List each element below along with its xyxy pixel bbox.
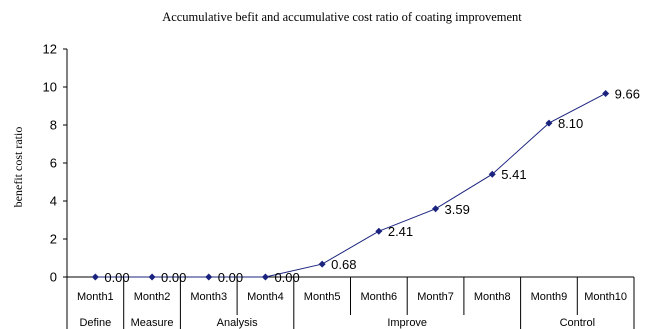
- y-tick-label: 10: [43, 80, 57, 95]
- x-category-label: Month10: [584, 291, 627, 303]
- x-category-label: Month7: [417, 291, 454, 303]
- y-tick-label: 8: [50, 118, 57, 133]
- data-label: 3.59: [445, 202, 470, 217]
- data-label: 0.00: [274, 270, 299, 285]
- data-label: 8.10: [558, 116, 583, 131]
- phase-label: Measure: [131, 317, 174, 329]
- y-tick-label: 2: [50, 232, 57, 247]
- data-label: 0.00: [218, 270, 243, 285]
- series-line: [95, 93, 606, 278]
- phase-label: Improve: [387, 317, 427, 329]
- x-category-label: Month8: [474, 291, 511, 303]
- x-category-label: Month2: [134, 291, 171, 303]
- data-labels: 0.00 0.00 0.00 0.00 0.68 2.41 3.59 5.41 8.10 9.66: [104, 86, 640, 285]
- x-category-label: Month6: [360, 291, 397, 303]
- y-tick-label: 4: [50, 194, 57, 209]
- data-label: 0.00: [161, 270, 186, 285]
- data-point-marker: [205, 273, 213, 281]
- y-tick-label: 6: [50, 156, 57, 171]
- y-tick-label: 12: [43, 42, 57, 57]
- phase-label: Define: [79, 317, 111, 329]
- x-category-label: Month4: [247, 291, 284, 303]
- data-points: [91, 89, 610, 281]
- data-point-marker: [602, 89, 610, 97]
- series-polyline: [95, 93, 606, 278]
- data-point-marker: [545, 119, 553, 127]
- data-point-marker: [148, 273, 156, 281]
- y-axis-label: benefit cost ratio: [11, 127, 25, 208]
- data-label: 5.41: [501, 167, 526, 182]
- y-tick-label: 0: [50, 270, 57, 285]
- x-category-label: Month9: [531, 291, 568, 303]
- phase-label: Control: [560, 317, 595, 329]
- data-point-marker: [488, 170, 496, 178]
- data-point-marker: [432, 205, 440, 213]
- data-point-marker: [91, 273, 99, 281]
- x-category-label: Month3: [190, 291, 227, 303]
- data-point-marker: [375, 227, 383, 235]
- data-point-marker: [318, 260, 326, 268]
- phase-label: Analysis: [217, 317, 258, 329]
- chart-title: Accumulative befit and accumulative cost…: [162, 10, 522, 24]
- x-category-label: Month1: [77, 291, 114, 303]
- x-category-label: Month5: [304, 291, 341, 303]
- data-label: 0.00: [104, 270, 129, 285]
- data-label: 9.66: [615, 86, 640, 101]
- data-label: 2.41: [388, 224, 413, 239]
- data-point-marker: [261, 273, 269, 281]
- axes: 0 2 4 6 8 10 12: [43, 42, 635, 329]
- data-label: 0.68: [331, 257, 356, 272]
- x-category-labels: Month1 Month2 Month3 Month4 Month5 Month6 Mont…: [77, 291, 627, 329]
